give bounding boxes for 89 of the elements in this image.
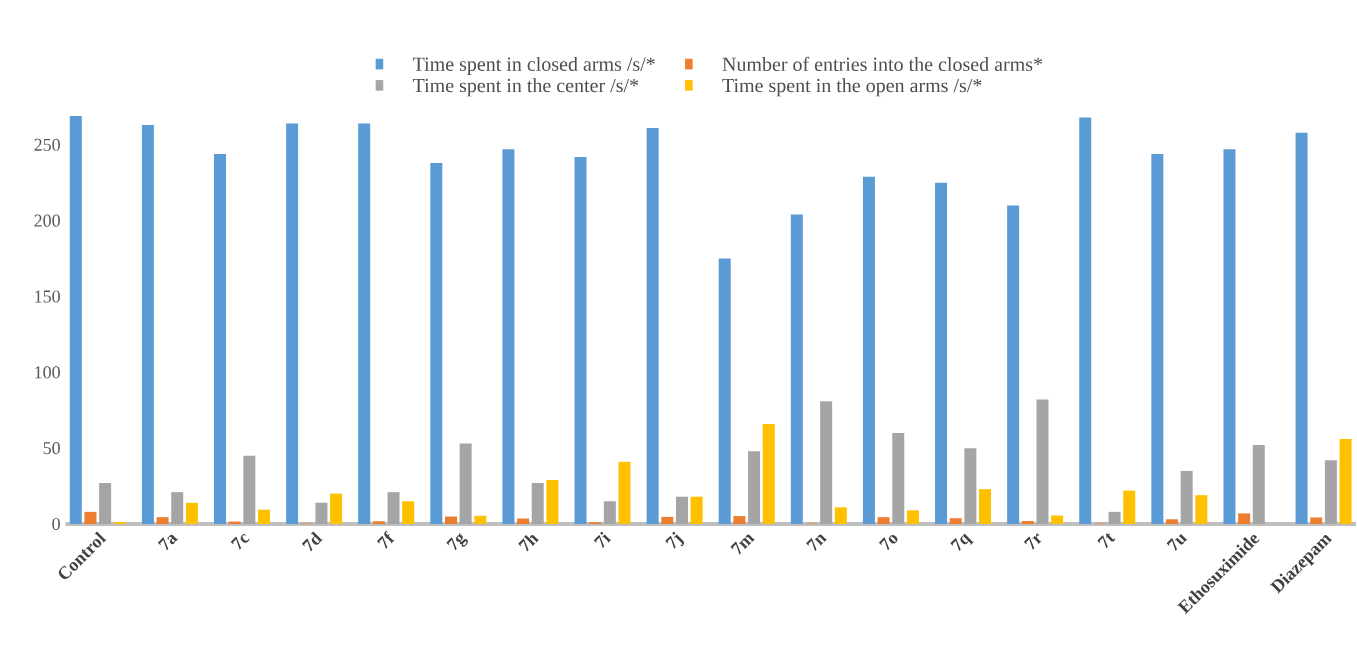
bar	[862, 176, 875, 524]
bar	[459, 443, 472, 524]
bar	[935, 182, 948, 524]
bar	[979, 489, 992, 524]
bar	[358, 123, 371, 524]
bar	[1036, 399, 1049, 524]
bar	[430, 163, 443, 524]
bar	[1079, 117, 1092, 524]
bar	[906, 510, 919, 524]
bar	[1166, 519, 1179, 524]
bar	[949, 518, 962, 524]
x-tick-label: 7a	[157, 534, 179, 551]
bar	[387, 492, 400, 524]
bar	[618, 461, 631, 524]
bar	[820, 401, 833, 524]
x-tick-label: 7n	[806, 534, 827, 552]
bar	[99, 483, 112, 524]
y-tick-label: 0	[52, 517, 60, 531]
bar	[964, 448, 977, 524]
bar	[69, 115, 82, 524]
bar	[1252, 445, 1265, 524]
bar	[402, 501, 415, 524]
bar	[474, 515, 487, 524]
legend-label: Time spent in closed arms /s/*	[412, 56, 655, 76]
bar	[1021, 520, 1034, 524]
bar	[690, 496, 703, 524]
bar	[1195, 495, 1208, 524]
y-tick-label: 50	[43, 442, 60, 455]
x-tick-label: 7i	[593, 531, 612, 549]
x-tick-label: 7t	[1097, 533, 1116, 549]
x-tick-label: 7r	[1023, 533, 1042, 550]
bar	[1151, 153, 1164, 524]
bar	[877, 517, 890, 524]
bar	[675, 496, 688, 524]
y-tick-label: 150	[35, 290, 60, 303]
bar	[531, 483, 544, 524]
x-tick-label: 7c	[230, 533, 250, 550]
bar	[892, 432, 905, 524]
bar	[502, 149, 515, 524]
bar	[718, 258, 731, 524]
x-tick-label: 7g	[446, 532, 468, 551]
x-tick-label: 7f	[376, 530, 395, 549]
bar	[372, 521, 385, 524]
bar	[646, 128, 659, 524]
y-tick-label: 200	[34, 214, 60, 227]
bar	[171, 492, 184, 524]
bar	[1051, 515, 1064, 524]
bar	[1324, 460, 1337, 524]
bar	[546, 480, 559, 524]
bar	[286, 123, 299, 524]
bar	[214, 153, 226, 524]
bar	[1339, 439, 1352, 524]
y-tick-label: 100	[35, 366, 60, 379]
bar	[1108, 511, 1121, 524]
x-tick-label: 7q	[950, 533, 974, 552]
bar	[1295, 132, 1308, 524]
bar	[517, 518, 530, 524]
bar	[1238, 513, 1251, 524]
x-tick-label: 7h	[518, 535, 540, 552]
bar	[1223, 149, 1236, 524]
legend-label: Time spent in the center /s/*	[412, 78, 639, 97]
bar	[84, 511, 97, 524]
bar	[748, 451, 761, 524]
legend-label: Time spent in the open arms /s/*	[722, 78, 982, 97]
x-tick-label: 7m	[730, 534, 755, 555]
bar	[258, 509, 270, 524]
bar	[762, 423, 775, 524]
bar	[1180, 470, 1193, 524]
x-tick-label: 7d	[301, 531, 323, 552]
y-tick-label: 250	[34, 138, 60, 151]
bar	[733, 516, 746, 524]
x-tick-label: 7o	[878, 534, 898, 551]
bar	[1123, 490, 1136, 524]
bar	[243, 455, 256, 524]
bar	[185, 502, 198, 524]
bar	[661, 516, 674, 524]
bar	[790, 214, 803, 524]
bar	[444, 516, 457, 524]
bar	[156, 517, 169, 524]
bar	[315, 502, 328, 524]
bar	[574, 156, 587, 524]
bar	[1007, 205, 1020, 524]
bar	[330, 493, 343, 524]
bar	[834, 507, 847, 524]
legend-label: Number of entries into the closed arms*	[722, 56, 1043, 72]
bar	[603, 501, 616, 524]
bar	[141, 125, 154, 524]
bar	[1310, 517, 1323, 524]
x-tick-label: 7j	[665, 532, 685, 549]
